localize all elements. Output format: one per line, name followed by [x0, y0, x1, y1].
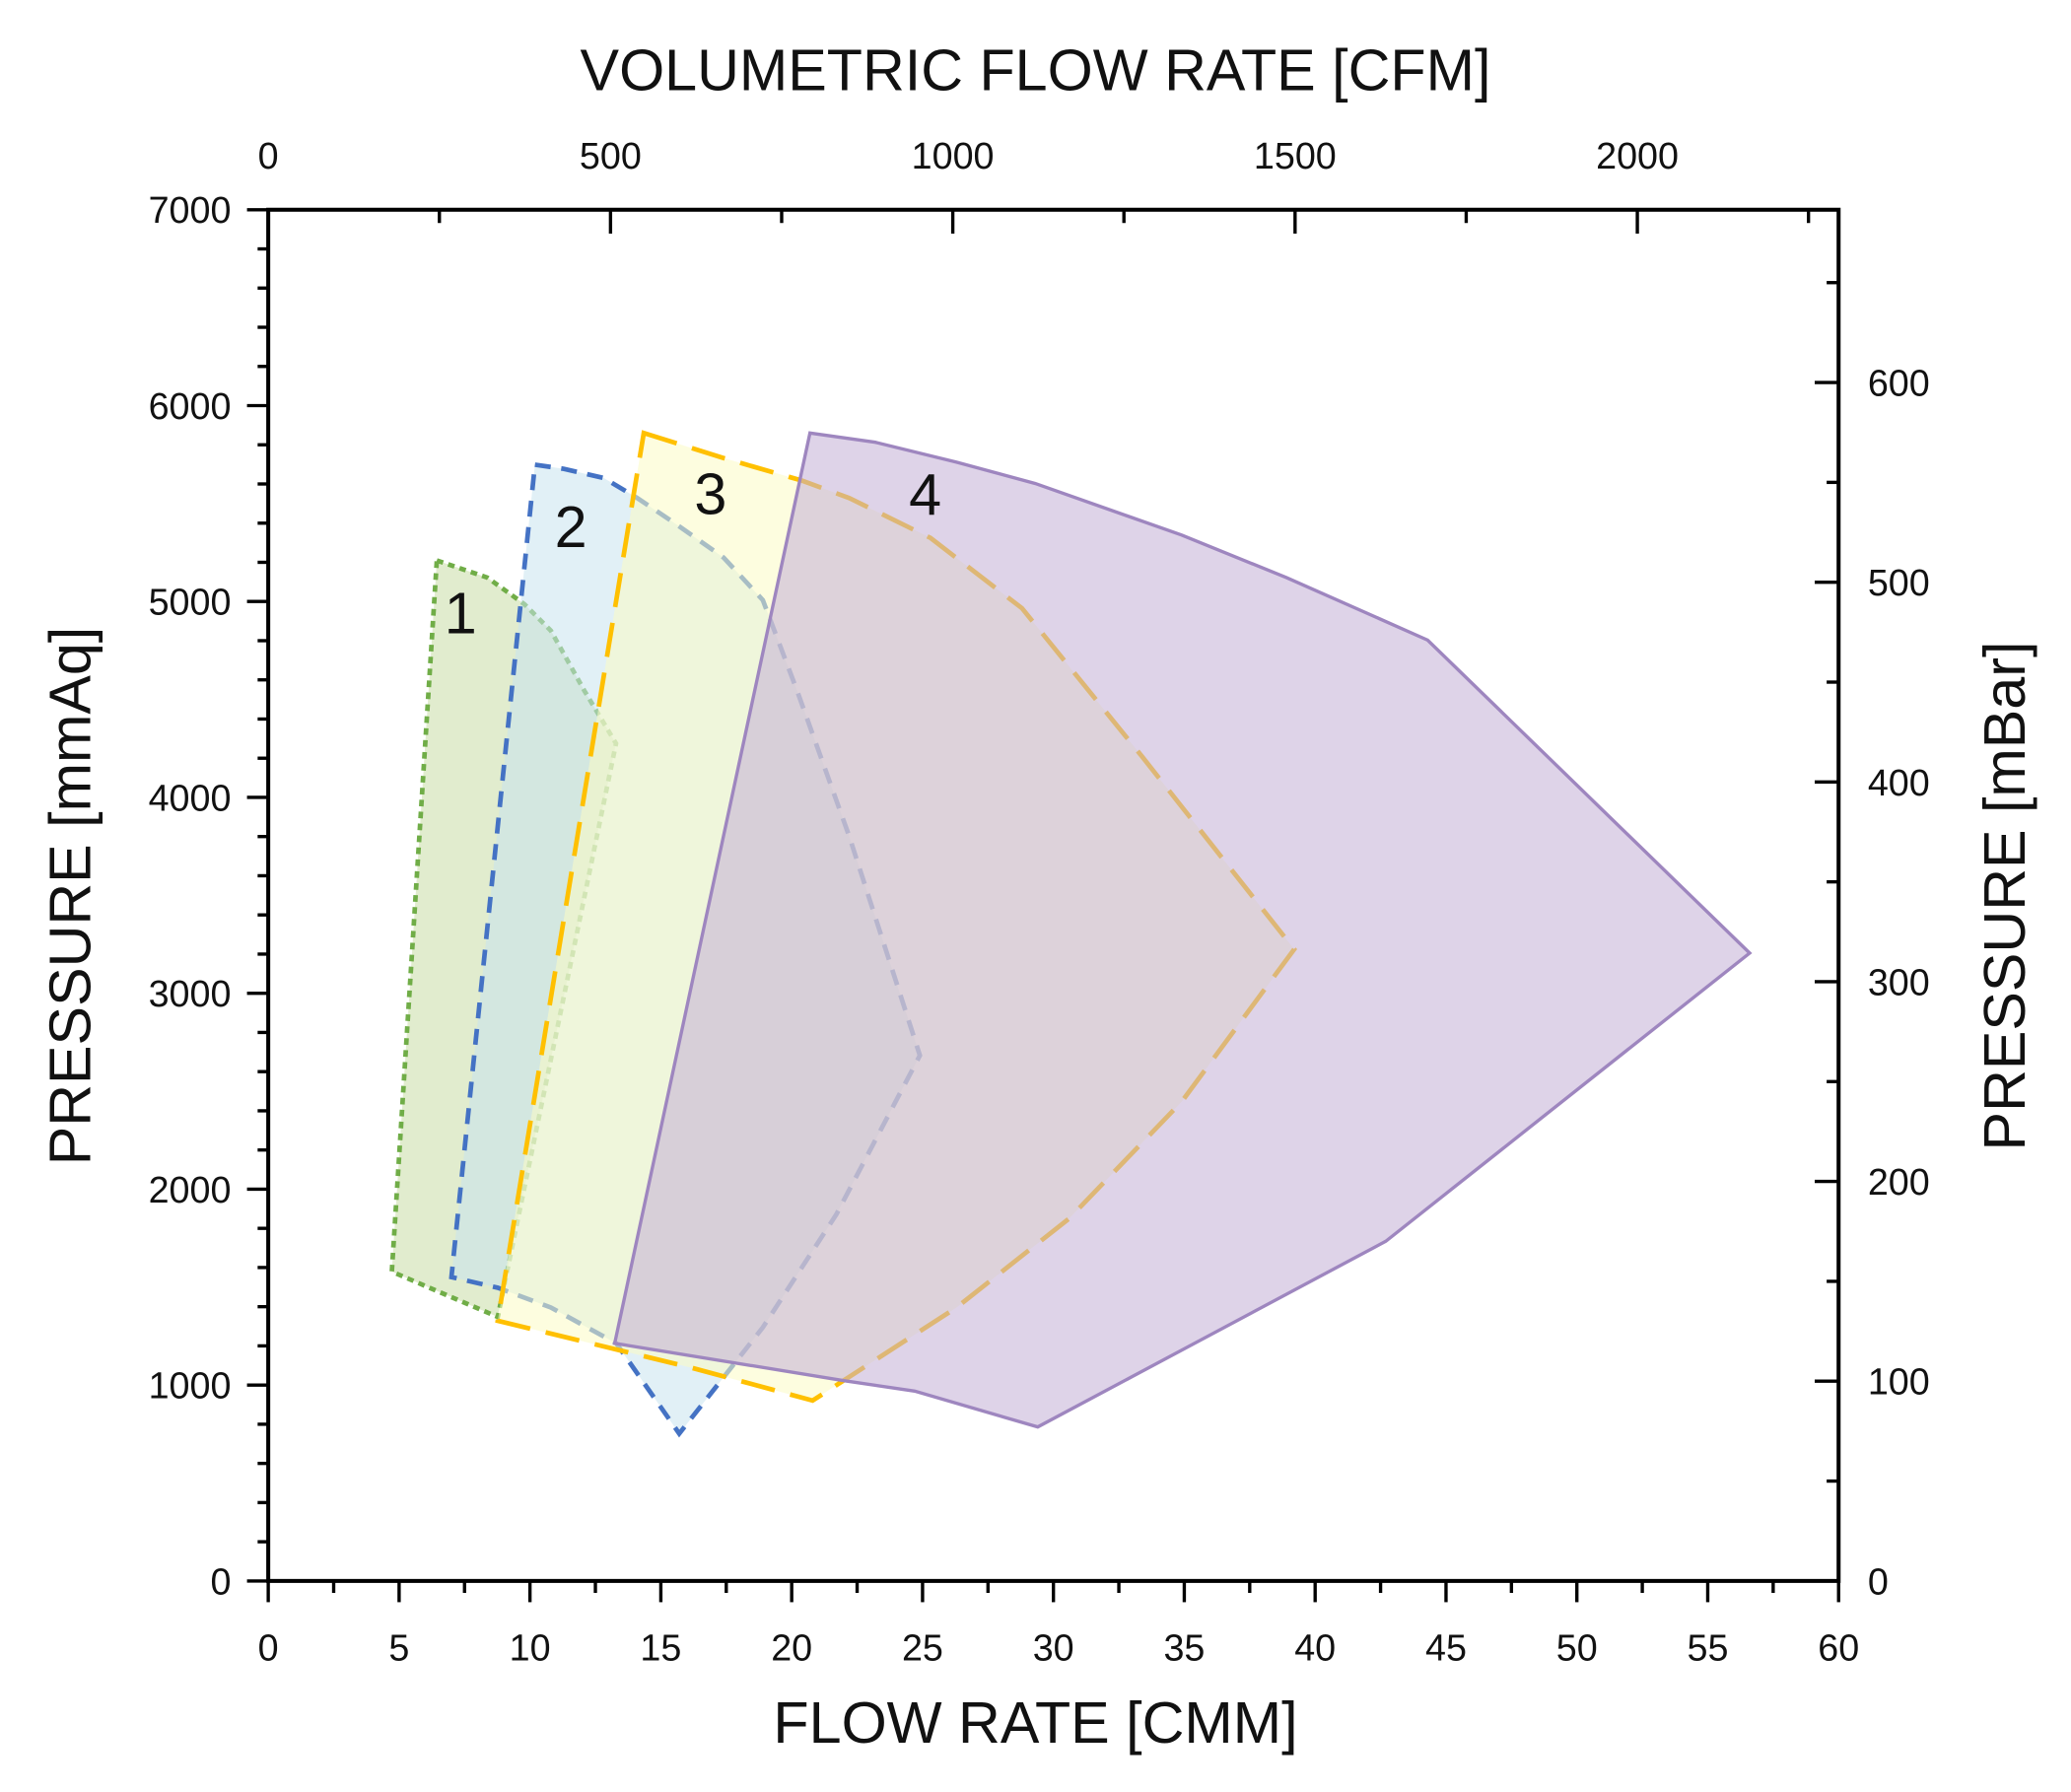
x2-tick-label: 500 [580, 135, 642, 176]
x-tick-label: 15 [640, 1627, 681, 1669]
region-4 [612, 431, 1753, 1429]
region-label-1: 1 [445, 581, 477, 647]
y2-tick-label: 500 [1868, 562, 1930, 603]
y2-tick-label: 300 [1868, 961, 1930, 1002]
x-tick-label: 5 [388, 1627, 409, 1669]
x2-tick-label: 1500 [1254, 135, 1337, 176]
y-tick-label: 7000 [149, 189, 232, 231]
y-tick-label: 4000 [149, 777, 232, 818]
y-tick-label: 3000 [149, 973, 232, 1014]
x2-tick-label: 2000 [1596, 135, 1679, 176]
y-tick-label: 1000 [149, 1365, 232, 1407]
y-tick-label: 6000 [149, 385, 232, 427]
y-tick-label: 0 [210, 1560, 231, 1602]
y-axis-title: PRESSURE [mmAq] [37, 627, 104, 1166]
x2-tick-label: 1000 [912, 135, 995, 176]
x-tick-label: 10 [510, 1627, 551, 1669]
x2-tick-label: 0 [258, 135, 279, 176]
operating-regions: 1 2 3 4 [389, 430, 1753, 1438]
x-tick-label: 35 [1163, 1627, 1205, 1669]
y2-tick-label: 600 [1868, 363, 1930, 404]
x-tick-label: 25 [902, 1627, 943, 1669]
x-tick-label: 0 [258, 1627, 279, 1669]
y2-tick-label: 100 [1868, 1361, 1930, 1403]
y-tick-label: 2000 [149, 1169, 232, 1210]
x-tick-label: 60 [1818, 1627, 1859, 1669]
region-label-3: 3 [694, 460, 726, 526]
region-label-2: 2 [555, 494, 587, 560]
axes: 0 5 10 15 20 25 30 35 40 45 50 55 600 500 1000 1500 2000… [149, 135, 1930, 1669]
x2-axis-title: VOLUMETRIC FLOW RATE [CFM] [581, 37, 1491, 103]
x-tick-label: 55 [1688, 1627, 1729, 1669]
x-tick-label: 50 [1556, 1627, 1598, 1669]
y-tick-label: 5000 [149, 582, 232, 623]
y2-tick-label: 0 [1868, 1560, 1889, 1602]
x-tick-label: 40 [1294, 1627, 1336, 1669]
x-axis-title: FLOW RATE [CMM] [773, 1689, 1297, 1756]
y2-axis-title: PRESSURE [mBar] [1971, 642, 2037, 1151]
x-tick-label: 45 [1425, 1627, 1467, 1669]
x-tick-label: 30 [1033, 1627, 1074, 1669]
region-label-4: 4 [909, 462, 941, 528]
y2-tick-label: 200 [1868, 1161, 1930, 1203]
y2-tick-label: 400 [1868, 762, 1930, 803]
x-tick-label: 20 [771, 1627, 812, 1669]
